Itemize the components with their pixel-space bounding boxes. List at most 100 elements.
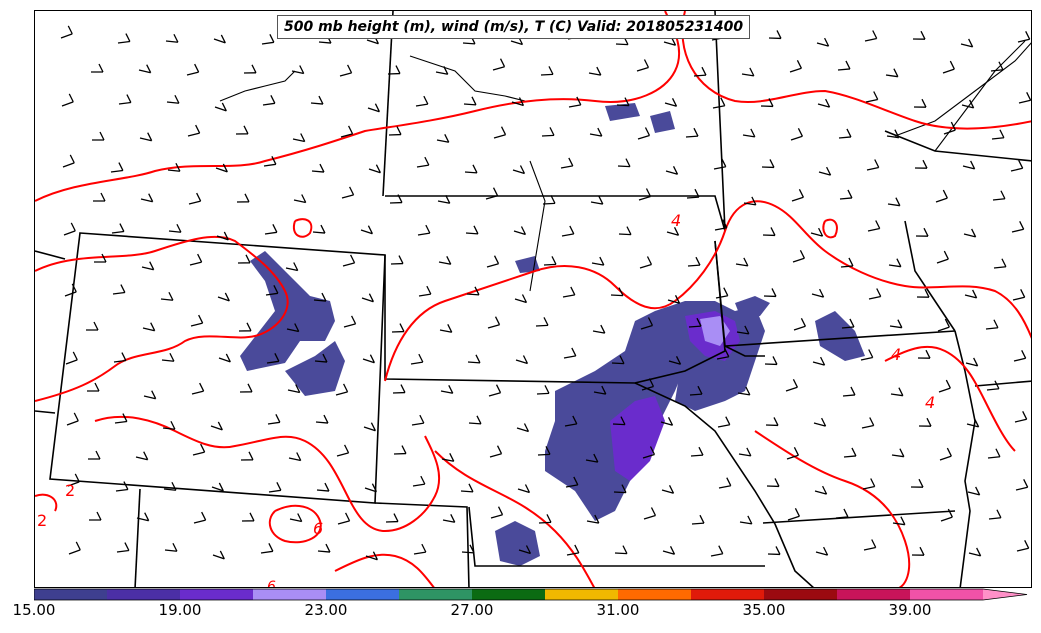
- wind-barb: [438, 255, 452, 265]
- wind-barb: [861, 417, 875, 429]
- border-wisconsin: [884, 130, 1031, 162]
- wind-barb: [335, 383, 349, 396]
- wind-barb: [1013, 350, 1027, 362]
- wind-barb: [485, 187, 499, 200]
- wind-barb: [785, 379, 798, 392]
- wind-barb: [189, 253, 203, 266]
- wind-barb: [939, 447, 952, 461]
- border-colorado-kansas: [382, 11, 394, 197]
- wind-barb: [441, 452, 455, 462]
- wind-barb: [742, 128, 756, 138]
- wind-barb: [166, 94, 180, 104]
- wind-barb: [586, 514, 600, 524]
- wind-barb: [660, 417, 674, 426]
- wind-barb: [813, 417, 827, 427]
- wind-barb: [236, 193, 250, 203]
- wind-barb: [186, 63, 200, 76]
- wind-barb: [642, 446, 656, 459]
- contour-wyoming: [35, 235, 289, 402]
- wind-barb: [218, 353, 231, 363]
- wind-barb: [136, 512, 150, 522]
- wind-barb: [93, 192, 106, 202]
- wind-barb: [115, 481, 129, 492]
- wind-barb: [393, 445, 407, 455]
- wind-barb: [842, 386, 856, 397]
- border-kansas: [374, 502, 470, 587]
- wind-barb: [466, 286, 480, 296]
- wind-barb: [743, 196, 757, 206]
- wind-barb: [314, 353, 328, 363]
- wind-barb: [614, 545, 628, 555]
- wind-barb: [686, 188, 700, 199]
- contour-loop-2: [292, 218, 313, 238]
- wind-barb: [843, 447, 857, 458]
- wind-barb: [60, 25, 73, 39]
- wind-barb: [737, 386, 751, 396]
- precip-area-illinois: [815, 311, 865, 361]
- precip-area-minnesota: [650, 111, 675, 133]
- colorbar-segment: [253, 589, 326, 600]
- wind-barb: [917, 349, 931, 359]
- wind-barb: [767, 546, 781, 556]
- wind-barb: [140, 193, 154, 203]
- wind-barb: [665, 166, 679, 175]
- wind-barb: [112, 284, 126, 295]
- colorbar-tick-label: 19.00: [158, 601, 202, 619]
- wind-barb: [385, 513, 399, 523]
- wind-barb: [913, 98, 927, 108]
- wind-barb: [616, 97, 630, 107]
- wind-barb: [641, 378, 655, 391]
- contour-loop-1: [268, 504, 322, 544]
- wind-barb: [914, 159, 928, 169]
- wind-barb: [964, 289, 978, 299]
- wind-barb: [860, 349, 874, 361]
- wind-barb: [892, 516, 906, 526]
- colorbar-outline: [34, 588, 1028, 601]
- wind-barb: [612, 416, 626, 426]
- wind-barb: [662, 546, 676, 555]
- wind-barb: [912, 30, 926, 40]
- wind-barb: [865, 91, 879, 103]
- wind-barb: [535, 317, 549, 327]
- wind-barb: [164, 542, 178, 552]
- wind-barb: [536, 385, 550, 395]
- wind-barb: [190, 314, 204, 327]
- wind-barb: [61, 93, 74, 107]
- wind-barb: [365, 551, 378, 561]
- wind-barb: [313, 292, 327, 302]
- wind-barb: [936, 250, 949, 264]
- precip-area-south-dakota: [605, 103, 640, 121]
- wind-barb: [514, 294, 528, 304]
- wind-barb: [891, 448, 905, 458]
- wind-barb: [940, 508, 953, 522]
- wind-barb: [938, 379, 951, 393]
- wind-barb: [910, 478, 924, 488]
- wind-barb: [985, 319, 999, 330]
- wind-barb: [364, 483, 377, 493]
- wind-barb: [488, 384, 502, 397]
- wind-barb: [264, 224, 278, 235]
- wind-barb: [436, 133, 450, 143]
- wind-barb: [339, 64, 353, 77]
- wind-barb: [685, 127, 699, 138]
- wind-barb: [1014, 411, 1028, 423]
- wind-barb: [817, 98, 831, 108]
- wind-barb: [911, 546, 925, 556]
- wind-barb: [593, 385, 607, 395]
- wind-barb: [342, 254, 356, 267]
- wind-barb: [188, 192, 202, 205]
- wind-barb: [693, 66, 707, 77]
- wind-barb: [92, 131, 105, 141]
- border-kansas-south: [134, 488, 141, 587]
- wind-barb: [337, 512, 351, 525]
- wind-barb: [216, 231, 229, 241]
- wind-barb: [986, 380, 1000, 391]
- contour-missouri: [754, 430, 911, 587]
- wind-barb: [793, 318, 806, 331]
- wind-barb: [265, 285, 279, 296]
- wind-barb: [343, 315, 357, 328]
- wind-barb: [241, 512, 255, 522]
- precip-area-south-kansas: [495, 521, 540, 566]
- contour-nebraska: [384, 200, 1031, 382]
- wind-barb: [238, 322, 252, 332]
